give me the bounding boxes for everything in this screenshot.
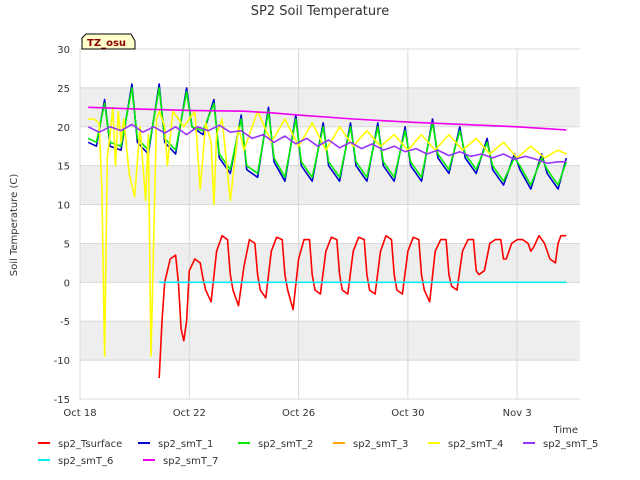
- y-tick-label: 30: [57, 45, 70, 56]
- series-line-sp2-smt-2: [87, 87, 568, 186]
- legend-label: sp2_smT_5: [543, 439, 598, 450]
- legend-label: sp2_Tsurface: [58, 439, 122, 450]
- x-tick-label: Oct 18: [63, 408, 96, 419]
- y-tick-label: 5: [64, 239, 70, 250]
- legend-label: sp2_smT_7: [163, 456, 218, 467]
- legend-item-sp2-tsurface: sp2_Tsurface: [38, 439, 122, 450]
- legend-label: sp2_smT_3: [353, 439, 408, 450]
- series-lines: [87, 83, 568, 379]
- y-tick-label: 0: [64, 278, 70, 289]
- plot-background: [80, 49, 580, 399]
- legend-item-sp2-smt-3: sp2_smT_3: [333, 439, 408, 450]
- grid-band: [80, 321, 580, 361]
- legend-item-sp2-smt-5: sp2_smT_5: [523, 439, 598, 450]
- y-tick-label: -15: [54, 395, 70, 406]
- legend-item-sp2-smt-6: sp2_smT_6: [38, 456, 113, 467]
- y-tick-label: 10: [57, 201, 70, 212]
- x-axis-label: Time: [553, 425, 578, 436]
- badge-shape: [81, 33, 136, 50]
- badge-text: TZ_osu: [87, 38, 126, 49]
- x-tick-label: Oct 22: [173, 408, 206, 419]
- series-line-sp2-smt-5: [87, 123, 567, 165]
- y-tick-label: 25: [57, 84, 70, 95]
- timezone-badge: TZ_osu: [81, 33, 136, 50]
- legend-label: sp2_smT_6: [58, 456, 113, 467]
- series-line-sp2-smt-4: [88, 106, 567, 358]
- legend-label: sp2_smT_1: [158, 439, 213, 450]
- x-axis-ticks: Oct 18 Oct 22 Oct 26 Oct 30 Nov 3: [63, 408, 531, 419]
- y-tick-label: -5: [60, 317, 70, 328]
- y-tick-label: 20: [57, 123, 70, 134]
- y-tick-label: -10: [54, 356, 70, 367]
- y-tick-label: 15: [57, 162, 70, 173]
- x-tick-label: Oct 30: [391, 408, 424, 419]
- legend-item-sp2-smt-1: sp2_smT_1: [138, 439, 213, 450]
- x-tick-label: Oct 26: [282, 408, 315, 419]
- y-axis-ticks: -15 -10 -5 0 5 10 15 20 25 30: [54, 45, 70, 406]
- legend-label: sp2_smT_4: [448, 439, 503, 450]
- legend-item-sp2-smt-7: sp2_smT_7: [143, 456, 218, 467]
- series-line-sp2-smt-7: [88, 106, 567, 131]
- legend-item-sp2-smt-2: sp2_smT_2: [238, 439, 313, 450]
- y-axis-label: Soil Temperature (C): [9, 174, 20, 277]
- legend: sp2_Tsurface sp2_smT_1 sp2_smT_2 sp2_smT_3 s…: [38, 439, 598, 467]
- x-tick-label: Nov 3: [503, 408, 532, 419]
- series-line-sp2-tsurface: [158, 234, 567, 379]
- grid-band: [80, 243, 580, 283]
- legend-label: sp2_smT_2: [258, 439, 313, 450]
- chart-title: SP2 Soil Temperature: [251, 4, 389, 19]
- legend-item-sp2-smt-4: sp2_smT_4: [428, 439, 503, 450]
